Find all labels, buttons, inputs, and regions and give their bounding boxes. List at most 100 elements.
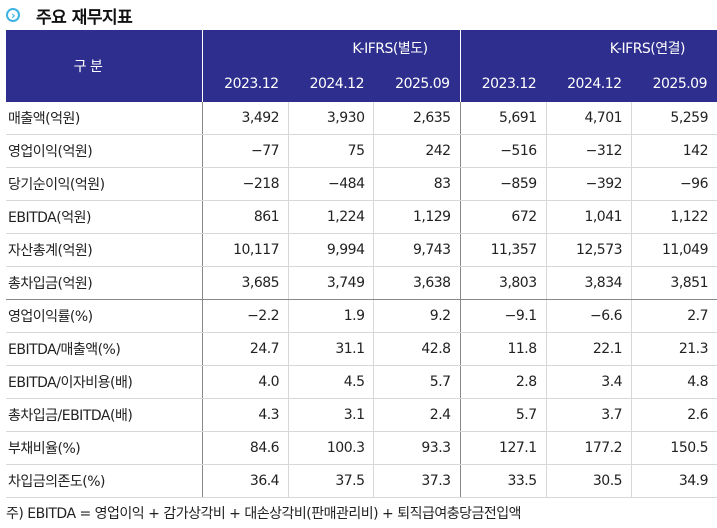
- value-cell: 5,691: [459, 102, 547, 135]
- row-label: EBITDA/매출액(%): [6, 332, 203, 366]
- value-cell: 3,834: [545, 266, 632, 300]
- value-cell: 4,701: [545, 102, 632, 135]
- value-cell: 30.5: [545, 464, 632, 498]
- row-label: 총차입금(억원): [6, 266, 203, 300]
- value-cell: 4.5: [288, 365, 374, 399]
- value-cell: 150.5: [631, 431, 717, 465]
- value-cell: 861: [201, 200, 289, 234]
- value-cell: −859: [459, 167, 547, 201]
- value-cell: 3.4: [545, 365, 632, 399]
- category-header: 구 분: [6, 30, 203, 102]
- value-cell: 37.3: [373, 464, 461, 498]
- consolidated-group-header: K-IFRS(연결): [459, 30, 717, 66]
- value-cell: 10,117: [201, 233, 289, 267]
- row-label: 부채비율(%): [6, 431, 203, 465]
- value-cell: 242: [373, 134, 461, 168]
- table-row: 총차입금(억원) 3,685 3,749 3,638 3,803 3,834 3,851: [6, 266, 717, 300]
- value-cell: 11,357: [459, 233, 547, 267]
- value-cell: −484: [288, 167, 374, 201]
- value-cell: 84.6: [201, 431, 289, 465]
- financial-indicators-table: 구 분 K-IFRS(별도) K-IFRS(연결) 2023.12 2024.12…: [6, 30, 717, 498]
- table-row: 자산총계(억원) 10,117 9,994 9,743 11,357 12,573 11,0…: [6, 233, 717, 267]
- row-label: EBITDA(억원): [6, 200, 203, 234]
- table-row: EBITDA/매출액(%) 24.7 31.1 42.8 11.8 22.1 21.3: [6, 332, 717, 366]
- value-cell: −218: [201, 167, 289, 201]
- value-cell: 3.1: [288, 398, 374, 432]
- value-cell: 93.3: [373, 431, 461, 465]
- value-cell: −2.2: [201, 299, 289, 333]
- value-cell: 672: [459, 200, 547, 234]
- year-header: 2023.12: [201, 66, 289, 102]
- row-label: 총차입금/EBITDA(배): [6, 398, 203, 432]
- value-cell: 33.5: [459, 464, 547, 498]
- value-cell: 2.7: [631, 299, 717, 333]
- row-label: 영업이익(억원): [6, 134, 203, 168]
- chevron-right-circle-icon: ›: [6, 8, 20, 22]
- year-header: 2024.12: [288, 66, 374, 102]
- value-cell: 75: [288, 134, 374, 168]
- row-label: EBITDA/이자비용(배): [6, 365, 203, 399]
- table-row: 매출액(억원) 3,492 3,930 2,635 5,691 4,701 5,259: [6, 102, 717, 135]
- separate-group-header: K-IFRS(별도): [202, 30, 461, 66]
- table-row: 영업이익률(%) −2.2 1.9 9.2 −9.1 −6.6 2.7: [6, 299, 717, 333]
- value-cell: 5.7: [373, 365, 461, 399]
- value-cell: 37.5: [288, 464, 374, 498]
- year-header: 2025.09: [631, 66, 717, 102]
- value-cell: 3,638: [373, 266, 461, 300]
- table-row: 총차입금/EBITDA(배) 4.3 3.1 2.4 5.7 3.7 2.6: [6, 398, 717, 432]
- value-cell: 5.7: [459, 398, 547, 432]
- value-cell: 2,635: [373, 102, 461, 135]
- value-cell: 177.2: [545, 431, 632, 465]
- value-cell: −312: [545, 134, 632, 168]
- value-cell: 4.8: [631, 365, 717, 399]
- value-cell: 1,041: [545, 200, 632, 234]
- value-cell: 1,224: [288, 200, 374, 234]
- year-header: 2024.12: [546, 66, 632, 102]
- section-title: › 주요 재무지표: [6, 3, 133, 28]
- value-cell: 2.8: [459, 365, 547, 399]
- value-cell: 22.1: [545, 332, 632, 366]
- row-label: 당기순이익(억원): [6, 167, 203, 201]
- row-label: 차입금의존도(%): [6, 464, 203, 498]
- value-cell: 4.0: [201, 365, 289, 399]
- value-cell: 36.4: [201, 464, 289, 498]
- value-cell: 3,492: [201, 102, 289, 135]
- value-cell: 3,749: [288, 266, 374, 300]
- value-cell: 3,851: [631, 266, 717, 300]
- value-cell: −96: [631, 167, 717, 201]
- year-header: 2025.09: [373, 66, 461, 102]
- table-row: 부채비율(%) 84.6 100.3 93.3 127.1 177.2 150.5: [6, 431, 717, 465]
- table-row: 차입금의존도(%) 36.4 37.5 37.3 33.5 30.5 34.9: [6, 464, 717, 498]
- value-cell: 31.1: [288, 332, 374, 366]
- value-cell: 34.9: [631, 464, 717, 498]
- row-label: 매출액(억원): [6, 102, 203, 135]
- value-cell: −9.1: [459, 299, 547, 333]
- value-cell: 1,122: [631, 200, 717, 234]
- value-cell: 12,573: [545, 233, 632, 267]
- value-cell: −392: [545, 167, 632, 201]
- table-row: 당기순이익(억원) −218 −484 83 −859 −392 −96: [6, 167, 717, 201]
- value-cell: 5,259: [631, 102, 717, 135]
- value-cell: 24.7: [201, 332, 289, 366]
- value-cell: 83: [373, 167, 461, 201]
- value-cell: 9,743: [373, 233, 461, 267]
- row-label: 영업이익률(%): [6, 299, 203, 333]
- value-cell: 100.3: [288, 431, 374, 465]
- value-cell: 21.3: [631, 332, 717, 366]
- value-cell: 11,049: [631, 233, 717, 267]
- value-cell: 3.7: [545, 398, 632, 432]
- value-cell: 42.8: [373, 332, 461, 366]
- value-cell: 9.2: [373, 299, 461, 333]
- value-cell: 9,994: [288, 233, 374, 267]
- value-cell: 4.3: [201, 398, 289, 432]
- value-cell: 11.8: [459, 332, 547, 366]
- value-cell: 127.1: [459, 431, 547, 465]
- value-cell: −516: [459, 134, 547, 168]
- value-cell: 142: [631, 134, 717, 168]
- table-row: EBITDA(억원) 861 1,224 1,129 672 1,041 1,122: [6, 200, 717, 234]
- year-header: 2023.12: [459, 66, 547, 102]
- value-cell: −6.6: [545, 299, 632, 333]
- value-cell: 3,685: [201, 266, 289, 300]
- footnote: 주) EBITDA = 영업이익 + 감가상각비 + 대손상각비(판매관리비) …: [6, 506, 522, 522]
- value-cell: 3,803: [459, 266, 547, 300]
